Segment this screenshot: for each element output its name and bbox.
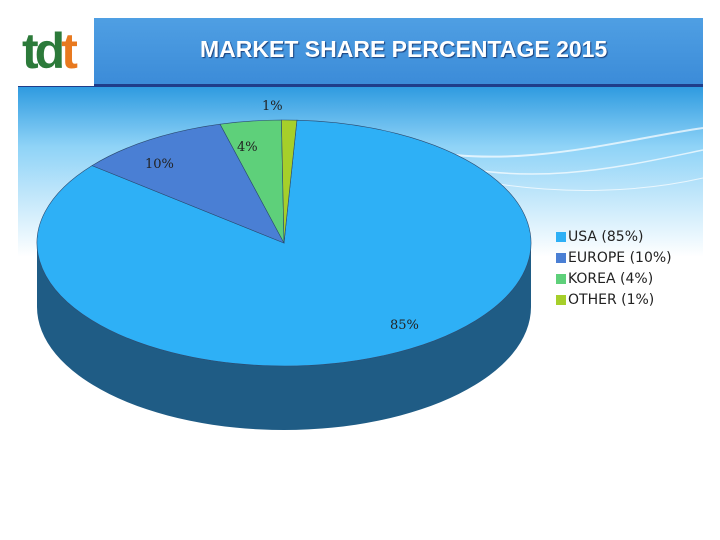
- legend-item-other: OTHER (1%): [556, 289, 672, 310]
- legend-label-usa: USA (85%): [568, 228, 644, 245]
- header-bar: [18, 18, 703, 86]
- pie-side-wall: [37, 243, 531, 430]
- page-title: MARKET SHARE PERCENTAGE 2015: [200, 36, 608, 62]
- legend-item-korea: KOREA (4%): [556, 268, 672, 289]
- legend-label-europe: EUROPE (10%): [568, 249, 672, 266]
- legend-swatch-usa: [556, 231, 566, 242]
- header-divider: [18, 84, 703, 87]
- chart-legend: USA (85%) EUROPE (10%) KOREA (4%) OTHER …: [556, 226, 672, 310]
- tdt-logo: tdt: [22, 23, 78, 79]
- data-label-other: 1%: [262, 99, 283, 114]
- legend-item-usa: USA (85%): [556, 226, 672, 247]
- legend-label-korea: KOREA (4%): [568, 270, 654, 287]
- legend-item-europe: EUROPE (10%): [556, 247, 672, 268]
- legend-label-other: OTHER (1%): [568, 291, 655, 308]
- data-label-usa: 85%: [390, 318, 419, 333]
- data-label-korea: 4%: [237, 140, 258, 155]
- legend-swatch-europe: [556, 252, 566, 263]
- legend-swatch-other: [556, 294, 566, 305]
- logo-container: [18, 18, 94, 86]
- pie-top: [36, 119, 532, 367]
- pie-side: [37, 243, 531, 430]
- data-label-europe: 10%: [145, 157, 174, 172]
- pie-slice-other: [281, 119, 298, 244]
- legend-swatch-korea: [556, 273, 566, 284]
